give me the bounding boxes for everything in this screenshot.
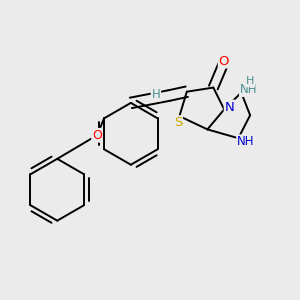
Text: N: N xyxy=(225,100,234,113)
Text: NH: NH xyxy=(237,135,254,148)
Text: O: O xyxy=(92,129,102,142)
Text: H: H xyxy=(246,76,254,86)
Text: O: O xyxy=(219,55,229,68)
Text: H: H xyxy=(152,88,160,100)
Text: S: S xyxy=(174,116,182,129)
Text: NH: NH xyxy=(240,83,257,96)
